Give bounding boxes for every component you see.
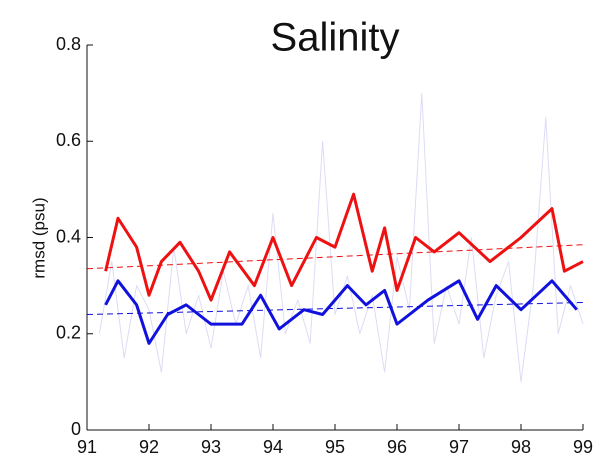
data-line [104, 192, 584, 302]
x-tick-label: 91 [77, 437, 97, 457]
y-tick-label: 0.2 [56, 323, 81, 343]
x-tick-label: 98 [511, 437, 531, 457]
x-tick-label: 92 [139, 437, 159, 457]
data-line [104, 279, 578, 345]
data-line [98, 92, 584, 383]
y-tick-label: 0 [71, 419, 81, 439]
trend-line [86, 301, 584, 315]
x-tick-label: 97 [449, 437, 469, 457]
x-tick-label: 95 [325, 437, 345, 457]
x-tick-label: 96 [387, 437, 407, 457]
x-tick-label: 93 [201, 437, 221, 457]
y-tick-label: 0.4 [56, 226, 81, 246]
trend-line [86, 244, 584, 270]
y-tick-label: 0.6 [56, 130, 81, 150]
x-tick-label: 99 [573, 437, 593, 457]
y-tick-label: 0.8 [56, 34, 81, 54]
x-tick-label: 94 [263, 437, 283, 457]
chart-title: Salinity [271, 16, 400, 60]
y-axis-label: rmsd (psu) [29, 197, 48, 278]
